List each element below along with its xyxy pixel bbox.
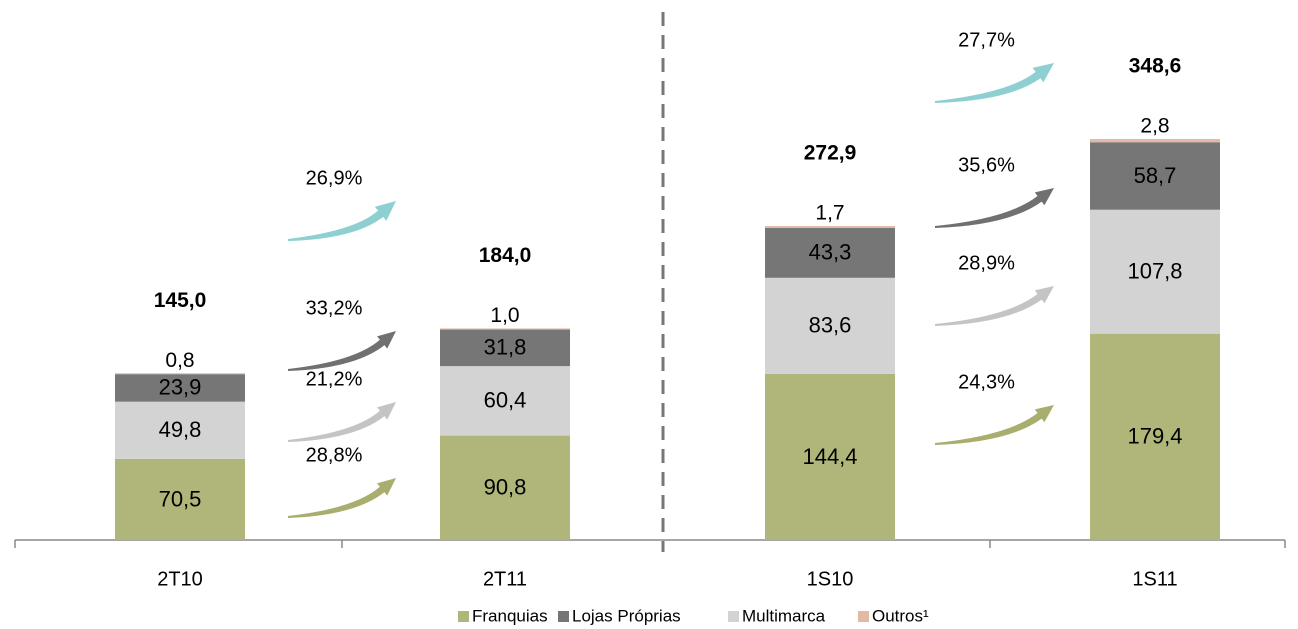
x-tick-label: 2T10 — [157, 568, 203, 590]
total-label: 184,0 — [479, 244, 532, 267]
value-label: 90,8 — [484, 475, 527, 500]
growth-label: 24,3% — [958, 371, 1015, 393]
bar-segment — [1090, 142, 1220, 210]
legend-label: Lojas Próprias — [572, 606, 681, 625]
bar-segment — [440, 329, 570, 367]
growth-label: 35,6% — [958, 154, 1015, 176]
bar-segment — [440, 328, 570, 330]
value-label: 60,4 — [484, 388, 527, 413]
legend-swatch — [558, 611, 569, 622]
value-label: 179,4 — [1127, 424, 1182, 449]
axis-ticks — [14, 540, 1286, 548]
bar-segment — [115, 458, 245, 540]
value-label: 83,6 — [809, 313, 852, 338]
value-label: 0,8 — [165, 349, 194, 372]
x-tick-label: 1S11 — [1132, 568, 1177, 590]
bar-segment — [440, 435, 570, 540]
bar-segment — [765, 373, 895, 540]
value-label: 1,7 — [815, 202, 844, 225]
legend-swatch — [728, 611, 739, 622]
bar-segment — [115, 374, 245, 402]
value-label: 31,8 — [484, 335, 527, 360]
bar-segment — [765, 228, 895, 278]
growth-arrow — [288, 201, 396, 241]
growth-arrow — [288, 331, 396, 371]
value-label: 1,0 — [490, 304, 519, 327]
value-label: 107,8 — [1127, 259, 1182, 284]
growth-label: 28,9% — [958, 252, 1015, 274]
bar-segment — [1090, 333, 1220, 540]
growth-label: 28,8% — [306, 444, 363, 466]
value-label: 144,4 — [802, 444, 857, 469]
bar-segment — [115, 373, 245, 375]
growth-label: 26,9% — [306, 167, 363, 189]
value-label: 49,8 — [159, 417, 202, 442]
growth-arrow — [935, 63, 1054, 103]
bar-segment — [1090, 209, 1220, 334]
legend-swatch — [458, 611, 469, 622]
value-label: 58,7 — [1134, 163, 1177, 188]
growth-arrow — [935, 286, 1054, 326]
growth-arrow — [935, 405, 1054, 445]
legend-swatch — [858, 611, 869, 622]
x-tick-label: 1S10 — [807, 568, 854, 590]
growth-arrow — [288, 402, 396, 442]
bar-segment — [765, 226, 895, 229]
growth-arrow — [288, 478, 396, 518]
bar-segment — [440, 366, 570, 436]
total-label: 145,0 — [154, 289, 207, 312]
legend-label: Franquias — [472, 606, 548, 625]
legend: Franquias Lojas Próprias Multimarca Outros¹ — [458, 606, 929, 625]
x-tick-label: 2T11 — [483, 568, 527, 590]
total-label: 272,9 — [804, 142, 857, 165]
legend-label: Outros¹ — [872, 606, 929, 625]
total-label: 348,6 — [1129, 55, 1182, 78]
growth-label: 21,2% — [306, 368, 363, 390]
legend-label: Multimarca — [742, 606, 826, 625]
bar-segment — [765, 277, 895, 374]
bar-segment — [115, 401, 245, 459]
bar-segment — [1090, 139, 1220, 143]
value-label: 2,8 — [1140, 115, 1169, 138]
value-label: 23,9 — [159, 375, 202, 400]
growth-label: 33,2% — [306, 297, 363, 319]
value-label: 43,3 — [809, 240, 852, 265]
growth-label: 27,7% — [958, 29, 1015, 51]
value-label: 70,5 — [159, 486, 202, 511]
growth-arrow — [935, 188, 1054, 228]
